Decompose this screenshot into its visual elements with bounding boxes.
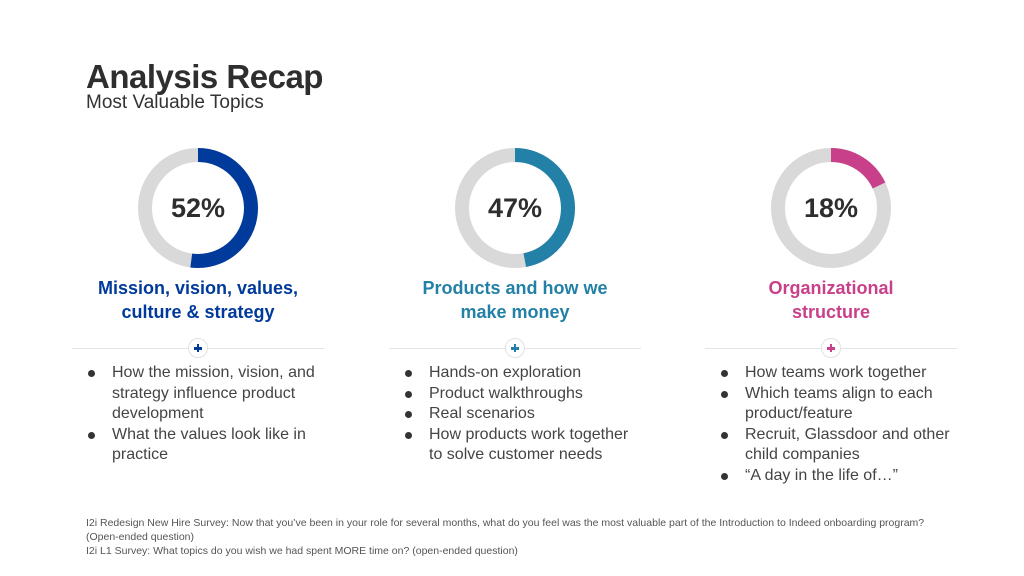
percent-label: 47% [487,193,543,223]
topic-card-products: 47% Products and how we make money Hands… [389,146,641,466]
percent-label: 18% [803,193,859,223]
donut-svg [138,148,258,268]
donut-value-arc [455,148,575,268]
page-subtitle: Most Valuable Topics [86,92,264,113]
donut-chart: 47% [453,146,577,270]
list-item: How teams work together [705,363,957,384]
topic-title-line: make money [460,302,570,322]
list-item: Recruit, Glassdoor and other child compa… [705,425,957,466]
divider [705,338,957,358]
topic-title-line: Mission, vision, values, [97,278,299,298]
footnote: I2i L1 Survey: What topics do you wish w… [86,545,518,557]
topic-title-line: structure [791,302,871,322]
page-title: Analysis Recap [86,58,323,95]
bullet-list: Hands-on exploration Product walkthrough… [389,363,641,466]
topic-card-org-structure: 18% Organizational structure How teams w… [705,146,957,486]
plus-icon[interactable] [821,338,841,358]
donut-value-arc [138,148,258,268]
bullet-list: How the mission, vision, and strategy in… [72,363,324,466]
donut-svg [771,148,891,268]
divider [72,338,324,358]
donut-value-arc [771,148,891,268]
topic-title-line: culture & strategy [121,302,275,322]
list-item: How the mission, vision, and strategy in… [72,363,324,425]
topic-title: Mission, vision, values, culture & strat… [72,276,324,326]
list-item: “A day in the life of…” [705,466,957,487]
footnotes: I2i Redesign New Hire Survey: Now that y… [86,516,946,558]
plus-icon[interactable] [188,338,208,358]
donut-svg [455,148,575,268]
topic-title-line: Products and how we [422,278,608,298]
plus-icon[interactable] [505,338,525,358]
list-item: Real scenarios [389,404,641,425]
donut-chart: 52% [136,146,260,270]
list-item: What the values look like in practice [72,425,324,466]
bullet-list: How teams work together Which teams alig… [705,363,957,486]
list-item: Which teams align to each product/featur… [705,384,957,425]
topic-title: Products and how we make money [389,276,641,326]
topic-title-line: Organizational [768,278,894,298]
footnote: I2i Redesign New Hire Survey: Now that y… [86,517,925,543]
topic-card-mission: 52% Mission, vision, values, culture & s… [72,146,324,466]
list-item: Product walkthroughs [389,384,641,405]
list-item: How products work together to solve cust… [389,425,641,466]
topic-title: Organizational structure [705,276,957,326]
divider [389,338,641,358]
donut-chart: 18% [769,146,893,270]
list-item: Hands-on exploration [389,363,641,384]
percent-label: 52% [170,193,226,223]
